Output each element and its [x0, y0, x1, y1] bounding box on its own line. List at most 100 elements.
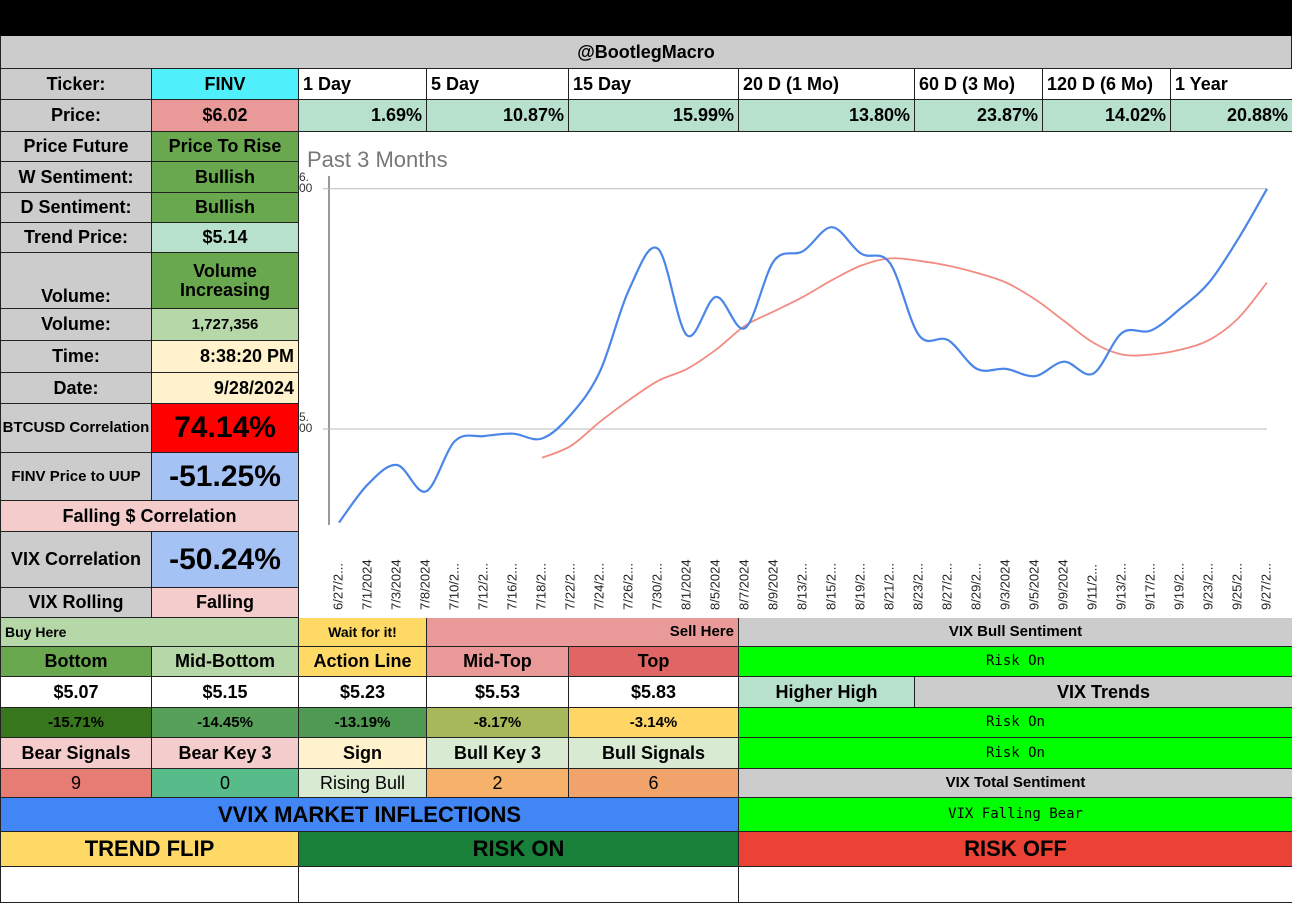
- x-tick-label-2: 7/3/2024: [388, 559, 403, 610]
- x-tick-label-14: 8/7/2024: [736, 559, 751, 610]
- volume-trend-value: Volume Increasing: [152, 253, 299, 309]
- x-tick-label-4: 7/10/2...: [446, 563, 461, 610]
- price-future-value: Price To Rise: [152, 132, 299, 162]
- price-value: $6.02: [152, 100, 299, 132]
- vix-correlation-label: VIX Correlation: [0, 532, 152, 588]
- x-tick-label-18: 8/19/2...: [852, 563, 867, 610]
- bull-key-3-header: Bull Key 3: [427, 738, 569, 769]
- x-tick-label-9: 7/24/2...: [591, 563, 606, 610]
- change-5-day: 10.87%: [427, 100, 569, 132]
- x-tick-label-29: 9/19/2...: [1171, 563, 1186, 610]
- period-1-year-label: 1 Year: [1171, 69, 1292, 100]
- level-mid-bottom-pct: -14.45%: [152, 708, 299, 738]
- trend-flip-cell[interactable]: [0, 867, 299, 903]
- level-mid-bottom-price: $5.15: [152, 677, 299, 708]
- level-top-pct: -3.14%: [569, 708, 739, 738]
- bear-key-3-value: 0: [152, 769, 299, 798]
- x-tick-label-26: 9/11/2...: [1084, 564, 1099, 610]
- x-tick-label-13: 8/5/2024: [707, 559, 722, 610]
- x-tick-label-32: 9/27/2...: [1258, 563, 1273, 610]
- x-tick-label-15: 8/9/2024: [765, 559, 780, 610]
- x-tick-label-31: 9/25/2...: [1229, 563, 1244, 610]
- x-tick-label-20: 8/23/2...: [910, 563, 925, 610]
- vix-risk-on-2: Risk On: [739, 708, 1292, 738]
- trend-flip-header: TREND FLIP: [0, 832, 299, 867]
- change-60-day: 23.87%: [915, 100, 1043, 132]
- x-tick-label-1: 7/1/2024: [359, 559, 374, 610]
- period-1-day-label: 1 Day: [299, 69, 427, 100]
- w-sentiment-value: Bullish: [152, 162, 299, 193]
- bull-key-3-value: 2: [427, 769, 569, 798]
- change-1-day: 1.69%: [299, 100, 427, 132]
- period-15-day-label: 15 Day: [569, 69, 739, 100]
- bull-signals-header: Bull Signals: [569, 738, 739, 769]
- top-toolbar-bar: [0, 0, 1292, 36]
- sign-value: Rising Bull: [299, 769, 427, 798]
- change-20-day: 13.80%: [739, 100, 915, 132]
- time-label: Time:: [0, 341, 152, 373]
- d-sentiment-label: D Sentiment:: [0, 193, 152, 223]
- time-value: 8:38:20 PM: [152, 341, 299, 373]
- d-sentiment-value: Bullish: [152, 193, 299, 223]
- x-tick-label-30: 9/23/2...: [1200, 563, 1215, 610]
- moving-average-series-line: [541, 257, 1268, 459]
- x-tick-label-10: 7/26/2...: [620, 563, 635, 610]
- sign-header: Sign: [299, 738, 427, 769]
- bear-signals-value: 9: [0, 769, 152, 798]
- period-120-day-label: 120 D (6 Mo): [1043, 69, 1171, 100]
- bear-signals-header: Bear Signals: [0, 738, 152, 769]
- chart-title: Past 3 Months: [307, 147, 448, 172]
- x-tick-label-23: 9/3/2024: [997, 559, 1012, 610]
- x-tick-label-12: 8/1/2024: [678, 559, 693, 610]
- price-chart: Past 3 Months 6. 00 5. 00 6/27/2... 7/1/2024…: [299, 132, 1292, 619]
- period-20-day-label: 20 D (1 Mo): [739, 69, 915, 100]
- vix-correlation-value: -50.24%: [152, 532, 299, 588]
- handle-header: @BootlegMacro: [0, 36, 1292, 69]
- btc-correlation-value: 74.14%: [152, 404, 299, 453]
- buy-here-label: Buy Here: [0, 618, 299, 647]
- btc-correlation-label: BTCUSD Correlation: [0, 404, 152, 453]
- trend-price-value: $5.14: [152, 223, 299, 253]
- level-action-line-price: $5.23: [299, 677, 427, 708]
- uup-correlation-label: FINV Price to UUP: [0, 453, 152, 501]
- x-tick-label-11: 7/30/2...: [649, 563, 664, 610]
- change-15-day: 15.99%: [569, 100, 739, 132]
- x-tick-label-24: 9/5/2024: [1026, 559, 1041, 610]
- risk-on-cell[interactable]: [299, 867, 739, 903]
- risk-off-cell[interactable]: [739, 867, 1292, 903]
- change-120-day: 14.02%: [1043, 100, 1171, 132]
- x-tick-label-27: 9/13/2...: [1113, 563, 1128, 610]
- level-bottom-header: Bottom: [0, 647, 152, 677]
- x-tick-label-6: 7/16/2...: [504, 563, 519, 610]
- period-60-day-label: 60 D (3 Mo): [915, 69, 1043, 100]
- period-5-day-label: 5 Day: [427, 69, 569, 100]
- ticker-value[interactable]: FINV: [152, 69, 299, 100]
- y-tick-label-0: 6. 00: [299, 170, 313, 195]
- price-future-label: Price Future: [0, 132, 152, 162]
- risk-on-header: RISK ON: [299, 832, 739, 867]
- level-mid-bottom-header: Mid-Bottom: [152, 647, 299, 677]
- vix-bull-sentiment-header: VIX Bull Sentiment: [739, 618, 1292, 647]
- bull-signals-value: 6: [569, 769, 739, 798]
- level-action-line-header: Action Line: [299, 647, 427, 677]
- vix-falling-bear: VIX Falling Bear: [739, 798, 1292, 832]
- risk-off-header: RISK OFF: [739, 832, 1292, 867]
- x-tick-label-8: 7/22/2...: [562, 563, 577, 610]
- x-tick-label-22: 8/29/2...: [968, 563, 983, 610]
- trend-price-label: Trend Price:: [0, 223, 152, 253]
- level-bottom-price: $5.07: [0, 677, 152, 708]
- wait-for-it-label: Wait for it!: [299, 618, 427, 647]
- vix-rolling-value: Falling: [152, 588, 299, 618]
- x-tick-label-7: 7/18/2...: [533, 563, 548, 610]
- vix-trends-header: VIX Trends: [915, 677, 1292, 708]
- volume-label: Volume:: [0, 309, 152, 341]
- date-value: 9/28/2024: [152, 373, 299, 404]
- falling-dollar-correlation: Falling $ Correlation: [0, 501, 299, 532]
- level-action-line-pct: -13.19%: [299, 708, 427, 738]
- x-tick-label-19: 8/21/2...: [881, 563, 896, 610]
- change-1-year: 20.88%: [1171, 100, 1292, 132]
- vix-risk-on-1: Risk On: [739, 647, 1292, 677]
- level-mid-top-pct: -8.17%: [427, 708, 569, 738]
- vix-higher-high: Higher High: [739, 677, 915, 708]
- level-top-price: $5.83: [569, 677, 739, 708]
